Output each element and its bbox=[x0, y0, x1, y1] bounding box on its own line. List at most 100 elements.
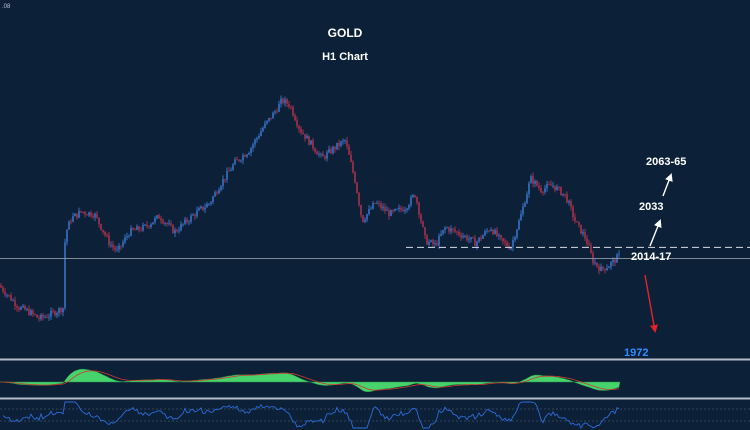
candle-body bbox=[452, 228, 454, 230]
candle-body bbox=[460, 234, 462, 238]
candle-body bbox=[150, 224, 152, 228]
candle-body bbox=[38, 317, 40, 320]
candle-body bbox=[142, 224, 144, 231]
candle-body bbox=[586, 238, 588, 244]
candle-body bbox=[330, 149, 332, 154]
candle-body bbox=[286, 99, 288, 105]
candle-body bbox=[8, 294, 10, 296]
candle-body bbox=[604, 268, 606, 271]
candle-body bbox=[482, 235, 484, 239]
candle-body bbox=[68, 221, 70, 230]
candle-body bbox=[110, 244, 112, 246]
candle-body bbox=[174, 229, 176, 234]
candle-body bbox=[154, 217, 156, 223]
candle-body bbox=[196, 210, 198, 217]
candle-body bbox=[370, 208, 372, 210]
candle-body bbox=[132, 227, 134, 230]
candle-body bbox=[368, 208, 370, 215]
candle-body bbox=[34, 313, 36, 315]
candle-body bbox=[352, 162, 354, 173]
candle-body bbox=[6, 294, 8, 296]
candle-body bbox=[510, 247, 512, 250]
candle-body bbox=[550, 184, 552, 186]
candle-body bbox=[610, 262, 612, 267]
candle-body bbox=[276, 111, 278, 113]
candle-body bbox=[158, 215, 160, 219]
candle-body bbox=[536, 180, 538, 186]
candle-body bbox=[498, 235, 500, 237]
candle-body bbox=[18, 307, 20, 310]
candle-body bbox=[348, 146, 350, 155]
candle-body bbox=[426, 235, 428, 245]
candle-body bbox=[602, 266, 604, 269]
candle-body bbox=[572, 207, 574, 218]
candle-body bbox=[362, 215, 364, 222]
candle-body bbox=[166, 223, 168, 225]
candle-body bbox=[542, 192, 544, 193]
candle-body bbox=[220, 186, 222, 190]
candle-body bbox=[86, 214, 88, 216]
candle-body bbox=[164, 223, 166, 224]
candle-body bbox=[312, 140, 314, 149]
candle-body bbox=[184, 219, 186, 224]
candle-body bbox=[122, 242, 124, 247]
candle-body bbox=[90, 212, 92, 217]
candle-body bbox=[120, 245, 122, 247]
candle-body bbox=[102, 229, 104, 233]
candle-body bbox=[408, 205, 410, 209]
candle-body bbox=[114, 247, 116, 250]
candle-body bbox=[526, 194, 528, 204]
candle-body bbox=[140, 229, 142, 231]
candle-body bbox=[270, 117, 272, 119]
candle-body bbox=[194, 214, 196, 217]
candle-body bbox=[478, 237, 480, 242]
candle-body bbox=[490, 229, 492, 231]
candle-body bbox=[266, 120, 268, 124]
level-label-2033: 2033 bbox=[639, 201, 663, 213]
candle-body bbox=[562, 193, 564, 196]
candle-body bbox=[386, 210, 388, 211]
candle-body bbox=[470, 237, 472, 240]
price-panel bbox=[0, 95, 750, 322]
candle-body bbox=[84, 212, 86, 215]
candle-body bbox=[594, 262, 596, 264]
candle-body bbox=[326, 152, 328, 159]
macd-signal-line bbox=[1, 370, 620, 391]
candle-body bbox=[180, 224, 182, 231]
candle-body bbox=[294, 115, 296, 121]
candle-body bbox=[608, 266, 610, 269]
candle-body bbox=[314, 148, 316, 152]
candle-body bbox=[500, 235, 502, 239]
candle-body bbox=[576, 221, 578, 223]
candle-body bbox=[78, 210, 80, 218]
candle-body bbox=[292, 106, 294, 116]
macd-panel bbox=[0, 368, 621, 392]
candle-body bbox=[432, 240, 434, 245]
candle-body bbox=[406, 208, 408, 211]
candle-body bbox=[564, 193, 566, 195]
candle-body bbox=[12, 300, 14, 302]
candle-body bbox=[520, 214, 522, 221]
candle-body bbox=[128, 235, 130, 237]
candle-body bbox=[16, 306, 18, 308]
candle-body bbox=[552, 185, 554, 187]
candle-body bbox=[318, 153, 320, 155]
candle-body bbox=[126, 236, 128, 238]
candle-body bbox=[450, 228, 452, 232]
candle-body bbox=[80, 210, 82, 213]
candle-body bbox=[2, 287, 4, 292]
candle-body bbox=[322, 153, 324, 157]
candle-body bbox=[192, 214, 194, 216]
candle-body bbox=[254, 139, 256, 145]
candle-body bbox=[206, 204, 208, 208]
candle-body bbox=[284, 99, 286, 104]
candle-body bbox=[88, 212, 90, 216]
price-scale-corner-label: .08 bbox=[2, 4, 11, 10]
candle-body bbox=[376, 203, 378, 205]
chart-subtitle: H1 Chart bbox=[322, 51, 368, 63]
candle-body bbox=[338, 142, 340, 147]
candle-body bbox=[162, 220, 164, 224]
candle-body bbox=[108, 235, 110, 245]
candle-body bbox=[242, 155, 244, 161]
